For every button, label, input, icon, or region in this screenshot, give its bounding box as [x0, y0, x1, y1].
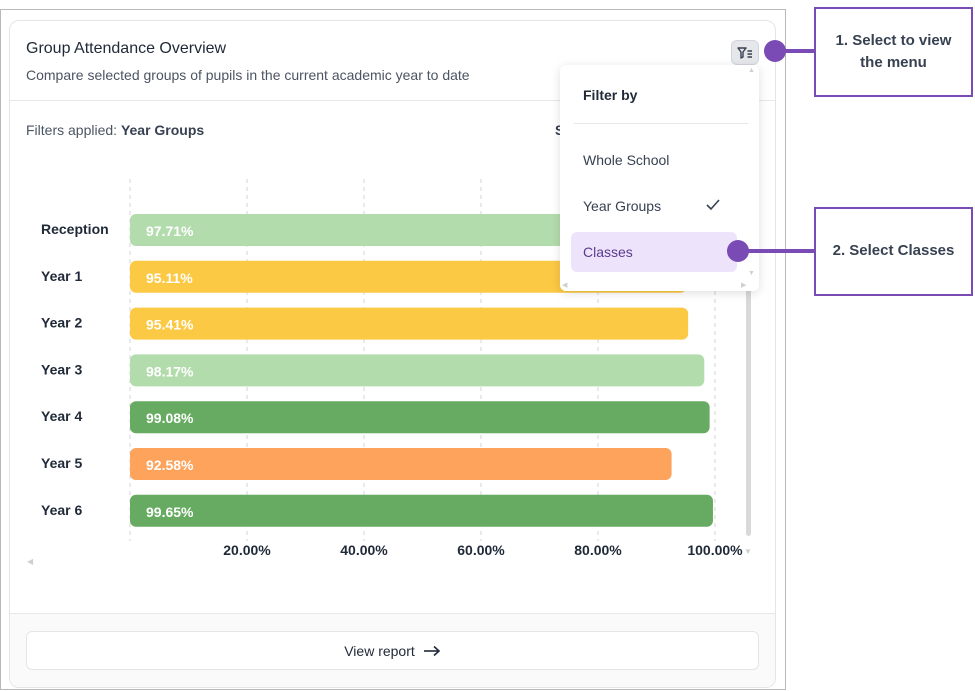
callout-1-connector — [780, 49, 816, 53]
menu-scroll-right-icon[interactable]: ▶ — [741, 282, 747, 289]
partial-text: S — [555, 122, 564, 138]
category-label: Year 5 — [41, 455, 82, 471]
menu-divider — [574, 123, 748, 124]
callout-2-dot — [727, 240, 749, 262]
bar — [130, 214, 702, 246]
category-label: Reception — [41, 221, 109, 237]
menu-scroll-down-icon[interactable]: ▼ — [748, 270, 755, 277]
data-label: 95.11% — [146, 270, 193, 286]
data-label: 98.17% — [146, 363, 194, 379]
callout-step-2: 2. Select Classes — [814, 207, 973, 296]
menu-title: Filter by — [583, 87, 638, 103]
menu-item-label: Year Groups — [583, 198, 662, 214]
callout-2-connector — [745, 249, 816, 253]
bar — [130, 401, 710, 434]
menu-scroll-left-icon[interactable]: ◀ — [562, 282, 568, 289]
data-label: 97.71% — [146, 223, 194, 239]
category-label: Year 4 — [41, 408, 82, 424]
vertical-scrollbar[interactable] — [746, 271, 751, 536]
view-report-label: View report — [344, 642, 415, 659]
bar — [130, 494, 713, 527]
bar — [130, 448, 672, 480]
callout-step-1-text: 1. Select to view the menu — [835, 31, 952, 72]
data-label: 92.58% — [146, 457, 194, 473]
card-header: Group Attendance Overview Compare select… — [10, 21, 775, 101]
attendance-chart: Reception 97.71% Year 1 95.11% Year 2 95.41% Y… — [10, 151, 775, 581]
bar — [130, 354, 705, 387]
menu-item-year-groups[interactable]: Year Groups — [571, 186, 737, 226]
x-tick-label: 20.00% — [223, 542, 271, 558]
filter-menu: Filter by Whole School Year Groups Class… — [560, 65, 759, 291]
scroll-left-icon[interactable]: ◀ — [27, 557, 34, 566]
card-footer: View report — [10, 613, 775, 687]
filter-list-icon — [737, 46, 752, 59]
data-label: 95.41% — [146, 317, 194, 333]
card-subtitle: Compare selected groups of pupils in the… — [26, 67, 470, 83]
callout-step-2-text: 2. Select Classes — [832, 242, 955, 260]
data-label: 99.65% — [146, 504, 194, 520]
category-label: Year 3 — [41, 361, 82, 377]
card-title: Group Attendance Overview — [26, 40, 227, 57]
filter-button[interactable] — [731, 40, 759, 65]
menu-scroll-up-icon[interactable]: ▲ — [748, 67, 755, 74]
x-tick-label: 100.00% — [687, 542, 743, 558]
data-label: 99.08% — [146, 410, 194, 426]
callout-1-dot — [764, 40, 786, 62]
callout-step-1: 1. Select to view the menu — [814, 7, 973, 97]
category-label: Year 1 — [41, 268, 82, 284]
view-report-button[interactable]: View report — [26, 631, 759, 670]
category-label: Year 6 — [41, 502, 82, 518]
filters-label: Filters applied: — [26, 122, 118, 138]
menu-item-whole-school[interactable]: Whole School — [571, 140, 737, 180]
bar — [130, 260, 687, 293]
x-tick-label: 40.00% — [340, 542, 388, 558]
filters-applied: Filters applied: Year Groups — [26, 122, 204, 138]
scroll-down-icon[interactable]: ▼ — [744, 547, 752, 556]
bar — [130, 307, 689, 340]
bar-chart: Reception 97.71% Year 1 95.11% Year 2 95.41% Y… — [41, 179, 743, 558]
category-label: Year 2 — [41, 315, 82, 331]
check-icon — [706, 199, 720, 211]
menu-item-label: Classes — [583, 244, 633, 260]
x-tick-label: 80.00% — [574, 542, 622, 558]
arrow-right-icon — [423, 645, 440, 656]
x-tick-label: 60.00% — [457, 542, 505, 558]
filters-value: Year Groups — [120, 122, 205, 138]
menu-item-label: Whole School — [583, 152, 670, 168]
menu-item-classes[interactable]: Classes — [571, 232, 737, 272]
